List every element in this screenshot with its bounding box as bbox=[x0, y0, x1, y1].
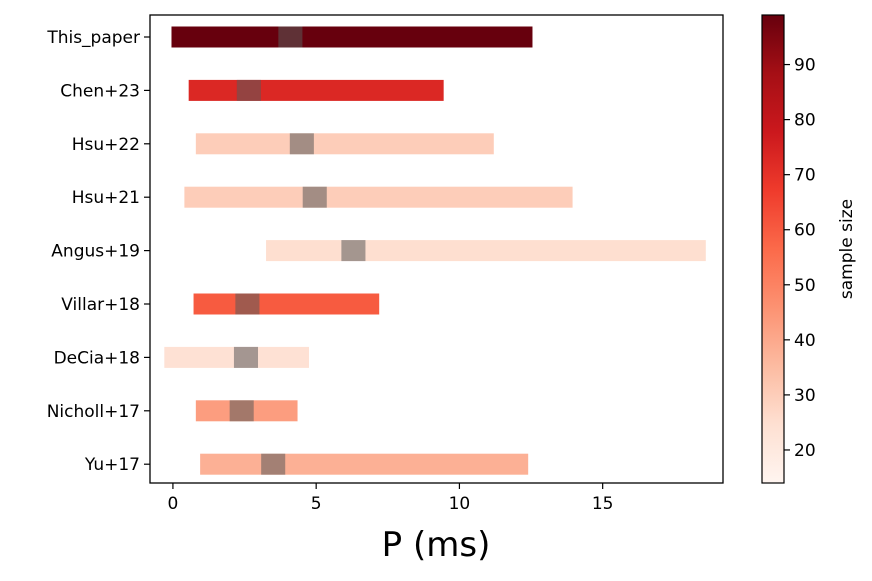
center-marker bbox=[235, 293, 260, 315]
range-bar bbox=[188, 79, 444, 101]
range-bar bbox=[193, 293, 380, 315]
range-bar bbox=[195, 133, 494, 155]
x-axis-title: P (ms) bbox=[382, 525, 491, 565]
range-bar bbox=[171, 26, 533, 48]
colorbar-tick-label: 30 bbox=[794, 386, 816, 406]
x-tick-label: 5 bbox=[311, 494, 322, 514]
colorbar-title: sample size bbox=[837, 199, 857, 299]
colorbar bbox=[761, 14, 785, 484]
y-axis: This_paper Chen+23 Hsu+22 Hsu+21 Angus+19 Vil… bbox=[46, 28, 150, 475]
y-tick-label: Nicholl+17 bbox=[47, 402, 140, 422]
center-marker bbox=[341, 240, 366, 262]
y-tick-label: Yu+17 bbox=[84, 455, 140, 475]
range-bar bbox=[200, 453, 529, 475]
plot-frame bbox=[149, 14, 724, 484]
range-bar bbox=[266, 240, 706, 262]
x-tick-label: 10 bbox=[449, 494, 471, 514]
colorbar-tick-label: 90 bbox=[794, 56, 816, 76]
center-marker bbox=[233, 346, 259, 368]
colorbar-tick-label: 50 bbox=[794, 276, 816, 296]
y-tick-label: Angus+19 bbox=[51, 242, 140, 262]
colorbar-tick-label: 80 bbox=[794, 111, 816, 131]
colorbar-tick-label: 60 bbox=[794, 221, 816, 241]
x-tick-label: 15 bbox=[592, 494, 614, 514]
y-tick-label: Hsu+21 bbox=[72, 188, 140, 208]
center-marker bbox=[236, 79, 261, 101]
colorbar-ticks: 20 30 40 50 60 70 80 90 bbox=[784, 56, 816, 461]
x-axis: 0 5 10 15 bbox=[168, 483, 614, 514]
colorbar-tick-label: 40 bbox=[794, 331, 816, 351]
center-marker bbox=[278, 26, 303, 48]
center-marker bbox=[289, 133, 314, 155]
center-marker bbox=[261, 453, 286, 475]
y-tick-label: Hsu+22 bbox=[72, 135, 140, 155]
center-marker bbox=[229, 400, 254, 422]
colorbar-tick-label: 70 bbox=[794, 166, 816, 186]
x-tick-label: 0 bbox=[168, 494, 179, 514]
center-marker bbox=[302, 186, 327, 208]
y-tick-label: Villar+18 bbox=[61, 295, 140, 315]
range-bar bbox=[184, 186, 573, 208]
y-tick-label: Chen+23 bbox=[60, 81, 140, 101]
y-tick-label: This_paper bbox=[46, 28, 140, 48]
y-tick-label: DeCia+18 bbox=[54, 348, 140, 368]
colorbar-tick-label: 20 bbox=[794, 441, 816, 461]
range-bars bbox=[164, 26, 706, 475]
